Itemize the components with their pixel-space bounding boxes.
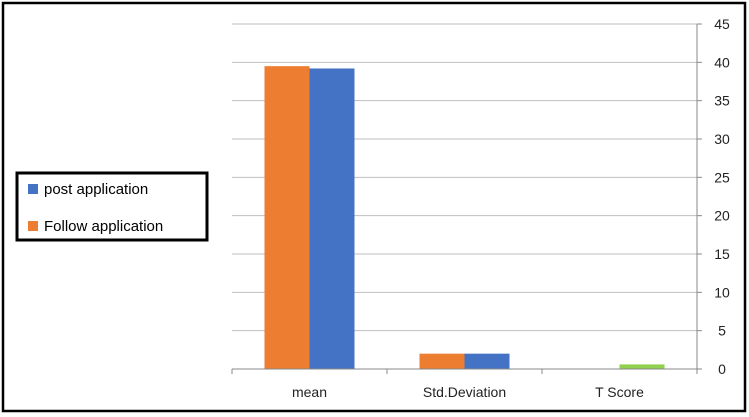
x-tick-label-t-score: T Score [595,384,644,400]
y-tick-label-5: 5 [718,323,726,339]
legend-box [15,171,209,242]
legend-swatch-follow-application [28,221,38,231]
y-tick-label-0: 0 [718,361,726,377]
y-tick-label-30: 30 [714,131,730,147]
bar-series-3-t-score [619,364,665,369]
y-tick-label-20: 20 [714,208,730,224]
x-tick-label-mean: mean [292,384,327,400]
x-tick-label-std-deviation: Std.Deviation [423,384,506,400]
legend-label-follow-application: Follow application [44,218,163,235]
y-tick-label-35: 35 [714,93,730,109]
legend: post application Follow application [15,171,209,242]
y-tick-labels: 0 5 10 15 20 25 30 35 40 45 [714,16,730,377]
bar-follow-application-mean [264,66,310,370]
x-tick-labels: mean Std.Deviation T Score [292,384,644,400]
y-tick-label-40: 40 [714,54,730,70]
legend-swatch-post-application [28,184,38,194]
y-tick-label-45: 45 [714,16,730,32]
axes [231,23,702,374]
y-tick-label-25: 25 [714,169,730,185]
bar-follow-application-std-deviation [419,353,465,369]
y-tick-label-15: 15 [714,246,730,262]
bar-post-application-std-deviation [464,353,510,369]
legend-label-post-application: post application [44,181,148,198]
bars [264,66,665,370]
y-tick-label-10: 10 [714,284,730,300]
bar-post-application-mean [309,68,355,369]
